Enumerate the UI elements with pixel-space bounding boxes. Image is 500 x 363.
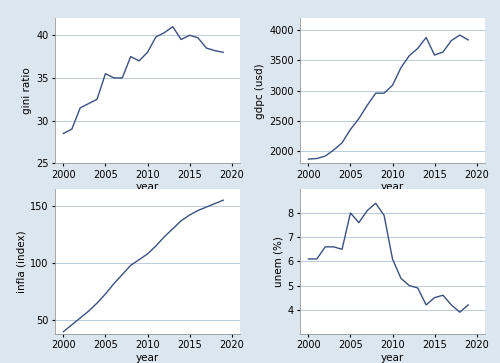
Text: (b): (b) (384, 210, 400, 220)
Y-axis label: gini ratio: gini ratio (22, 68, 32, 114)
X-axis label: year: year (136, 353, 159, 363)
Y-axis label: unem (%): unem (%) (274, 236, 283, 287)
Y-axis label: gdpc (usd): gdpc (usd) (255, 63, 265, 119)
Y-axis label: infla (index): infla (index) (16, 230, 26, 293)
Text: (a): (a) (140, 210, 156, 220)
X-axis label: year: year (381, 182, 404, 192)
X-axis label: year: year (381, 353, 404, 363)
X-axis label: year: year (136, 182, 159, 192)
